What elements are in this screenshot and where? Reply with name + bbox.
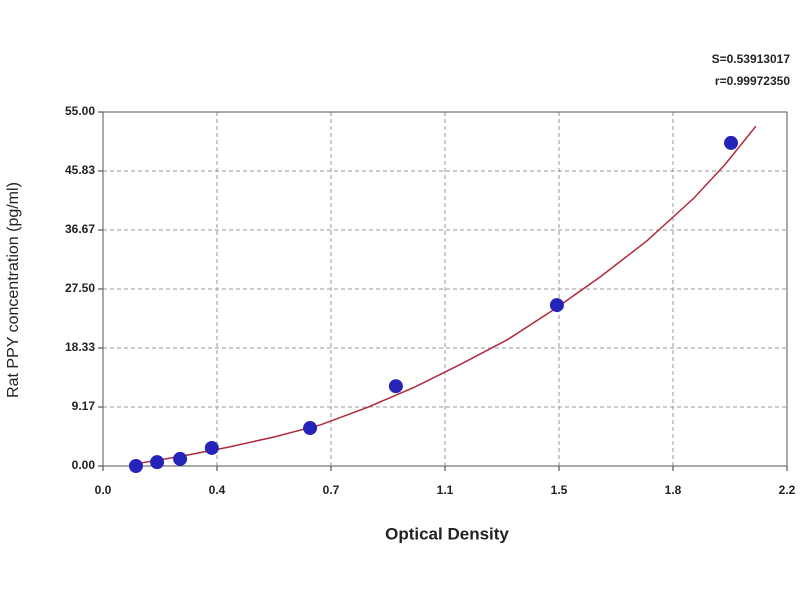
x-tick-label: 1.1 (437, 483, 454, 497)
data-point (388, 379, 403, 394)
x-tick-label: 1.8 (665, 483, 682, 497)
x-tick-label: 0.7 (323, 483, 340, 497)
data-point (173, 451, 188, 466)
x-tick-label: 0.0 (95, 483, 112, 497)
y-tick-label: 0.00 (72, 458, 96, 472)
data-point (204, 440, 219, 455)
y-tick-label: 18.33 (65, 340, 95, 354)
plot-frame (102, 111, 788, 467)
annotation: S=0.53913017 (712, 52, 791, 66)
data-point (724, 135, 739, 150)
x-tick-label: 1.5 (551, 483, 568, 497)
y-axis-title: Rat PPY concentration (pg/ml) (5, 182, 22, 398)
y-tick-label: 27.50 (65, 281, 95, 295)
data-point (549, 298, 564, 313)
y-tick-label: 55.00 (65, 104, 95, 118)
y-tick-label: 36.67 (65, 222, 95, 236)
data-point (303, 421, 318, 436)
fit-curve (133, 125, 757, 465)
y-tick-label: 45.83 (65, 163, 95, 177)
data-point (150, 455, 165, 470)
y-tick-label: 9.17 (72, 399, 96, 413)
x-tick-label: 0.4 (209, 483, 226, 497)
data-point (128, 459, 143, 473)
x-axis-title: Optical Density (385, 524, 509, 543)
annotation: r=0.99972350 (715, 74, 790, 88)
x-tick-label: 2.2 (779, 483, 796, 497)
